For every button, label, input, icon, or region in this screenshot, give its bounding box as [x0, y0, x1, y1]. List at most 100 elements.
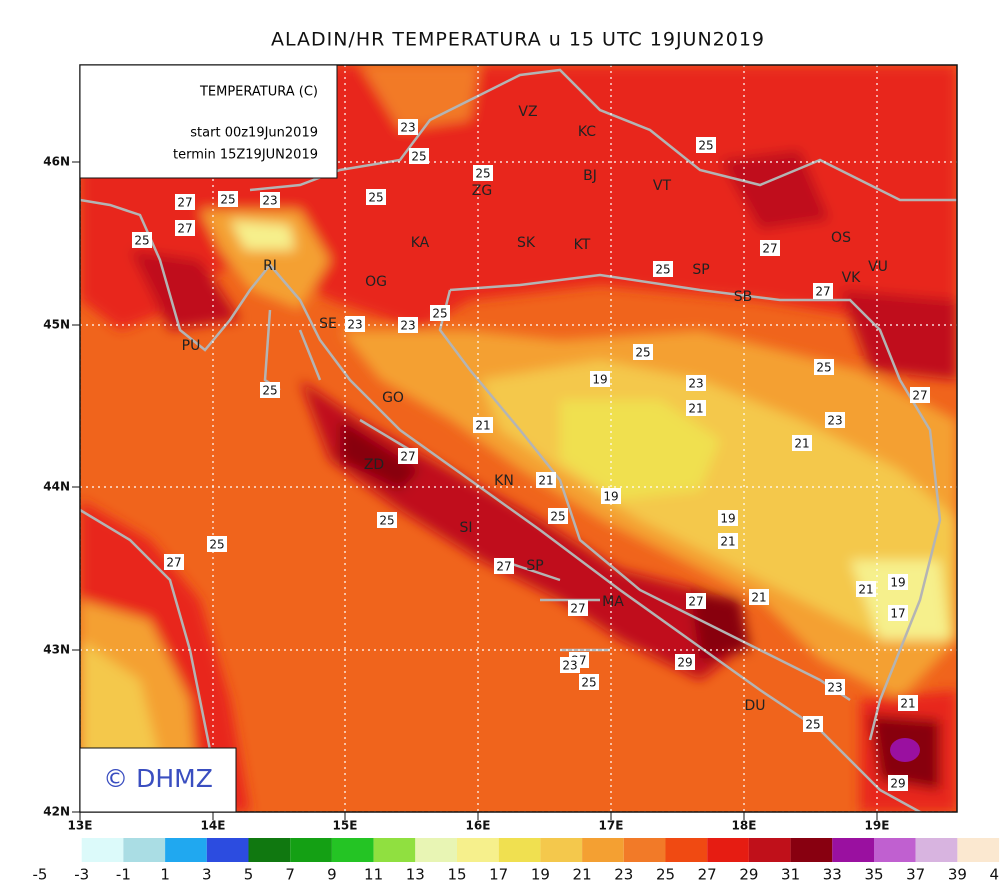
colorbar-label: 41 — [990, 866, 1000, 884]
temp-label-box — [175, 220, 195, 236]
temp-label: 23 — [400, 121, 415, 135]
colorbar-label: 23 — [614, 866, 633, 884]
temp-label-box — [430, 305, 450, 321]
place-label: PU — [182, 338, 201, 354]
temp-label: 25 — [655, 263, 670, 277]
temp-label-box — [207, 536, 227, 552]
temp-label: 25 — [816, 361, 831, 375]
temp-label-box — [888, 775, 908, 791]
temp-label: 19 — [720, 512, 735, 526]
colorbar-swatch — [540, 838, 583, 862]
temp-label-box — [653, 261, 673, 277]
colorbar-swatch — [915, 838, 958, 862]
lon-label: 18E — [732, 819, 757, 833]
colorbar-label: 9 — [327, 866, 337, 884]
temp-label-box — [132, 232, 152, 248]
place-label: SB — [734, 289, 753, 305]
temp-label-box — [749, 589, 769, 605]
temp-label: 25 — [262, 384, 277, 398]
lon-label: 16E — [466, 819, 491, 833]
map-title: ALADIN/HR TEMPERATURA u 15 UTC 19JUN2019 — [271, 29, 765, 51]
temp-label: 25 — [220, 193, 235, 207]
colorbar-swatch — [707, 838, 749, 862]
temp-label-box — [494, 558, 514, 574]
colorbar-swatch — [832, 838, 874, 862]
map-frame — [79, 64, 958, 813]
temp-label: 27 — [400, 450, 415, 464]
place-label: RI — [263, 258, 277, 274]
colorbar-swatch — [248, 838, 291, 862]
place-label: OG — [365, 274, 387, 290]
temp-label-box — [898, 695, 918, 711]
lon-label: 19E — [865, 819, 890, 833]
place-label: BJ — [583, 168, 597, 184]
place-label: KA — [411, 235, 430, 251]
temp-label-box — [548, 508, 568, 524]
temp-label: 27 — [912, 389, 927, 403]
place-label: VK — [842, 270, 862, 286]
place-label: ZD — [364, 457, 384, 473]
temp-label-box — [718, 533, 738, 549]
temp-label-box — [377, 512, 397, 528]
colorbar-swatch — [290, 838, 332, 862]
temp-label-box — [792, 435, 812, 451]
colorbar-label: 19 — [531, 866, 550, 884]
place-label: DU — [744, 698, 765, 714]
colorbar-label: -1 — [116, 866, 131, 884]
lon-label: 15E — [333, 819, 358, 833]
temp-label-box — [366, 189, 386, 205]
temp-label-box — [814, 359, 834, 375]
colorbar-label: 25 — [656, 866, 675, 884]
info-box: TEMPERATURA (C) start 00z19Jun2019 termi… — [79, 64, 338, 179]
colorbar-swatch — [457, 838, 499, 862]
temp-label-box — [601, 488, 621, 504]
copyright-box: © DHMZ — [79, 747, 237, 813]
temp-label-box — [760, 240, 780, 256]
temp-label-box — [164, 554, 184, 570]
colorbar-label: -3 — [74, 866, 89, 884]
temp-label-box — [686, 400, 706, 416]
temp-label-box — [579, 674, 599, 690]
temp-label-box — [409, 148, 429, 164]
temp-label: 27 — [688, 595, 703, 609]
colorbar-label: 31 — [781, 866, 800, 884]
colorbar-swatch — [206, 838, 249, 862]
temp-label-box — [345, 316, 365, 332]
temp-label: 27 — [570, 602, 585, 616]
place-label: SP — [526, 558, 543, 574]
temp-label-box — [856, 581, 876, 597]
temp-label: 21 — [720, 535, 735, 549]
temp-label: 25 — [698, 139, 713, 153]
place-label: OS — [831, 230, 851, 246]
colorbar-label: 13 — [406, 866, 425, 884]
temp-label-box — [536, 472, 556, 488]
colorbar-label: 35 — [864, 866, 883, 884]
temp-label: 21 — [794, 437, 809, 451]
temp-label: 27 — [496, 560, 511, 574]
temp-label-box — [718, 510, 738, 526]
colorbar-label: 33 — [823, 866, 842, 884]
lat-label: 43N — [43, 643, 70, 657]
colorbar-label: 15 — [447, 866, 466, 884]
temp-label: 29 — [890, 777, 905, 791]
temp-label: 27 — [762, 242, 777, 256]
temp-label: 25 — [432, 307, 447, 321]
colorbar-swatch — [123, 838, 166, 862]
colorbar-swatch — [748, 838, 791, 862]
temp-label: 21 — [900, 697, 915, 711]
lat-label: 45N — [43, 318, 70, 332]
colorbar-swatch — [790, 838, 833, 862]
colorbar-swatch — [623, 838, 666, 862]
temp-label: 23 — [347, 318, 362, 332]
info-title: TEMPERATURA (C) — [199, 85, 318, 100]
lat-label: 42N — [43, 805, 70, 819]
colorbar-label: 5 — [244, 866, 254, 884]
temp-label: 21 — [688, 402, 703, 416]
colorbar-swatch — [498, 838, 541, 862]
temp-label-box — [398, 317, 418, 333]
temp-label-box — [888, 605, 908, 621]
place-label: SE — [319, 316, 337, 332]
temp-label-box — [888, 574, 908, 590]
